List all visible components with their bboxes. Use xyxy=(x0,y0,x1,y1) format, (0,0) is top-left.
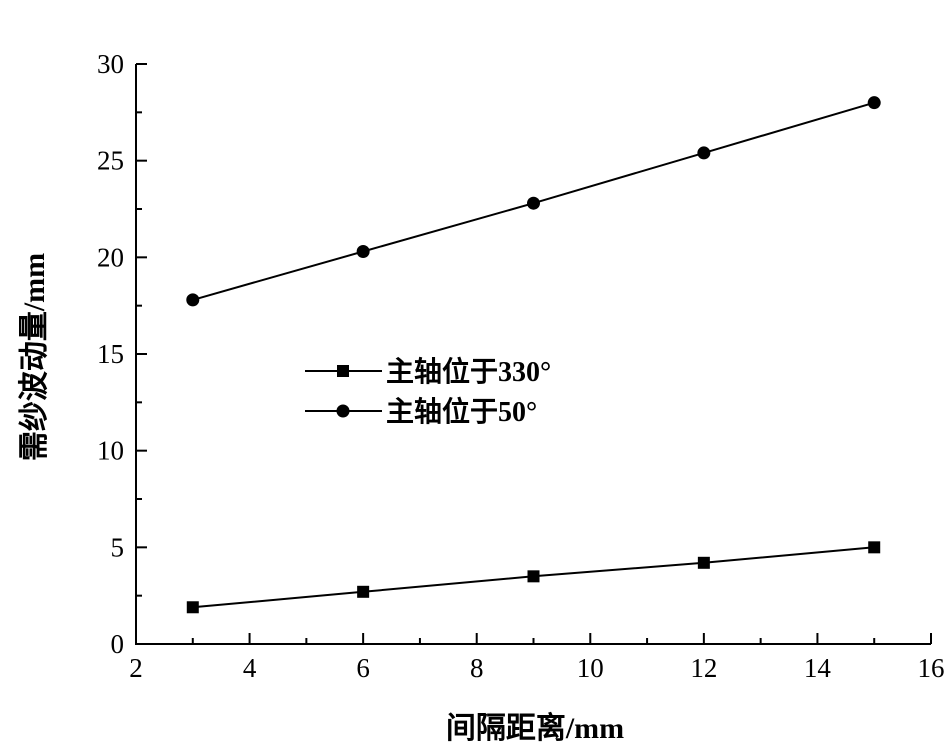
data-point xyxy=(186,601,199,614)
data-point xyxy=(527,196,540,210)
series-1 xyxy=(186,541,881,614)
ticks: 2 4 6 8 10 12 14 16 0 5 10 15 20 25 30 xyxy=(97,49,945,683)
data-point xyxy=(357,585,370,598)
data-point xyxy=(356,245,370,259)
x-tick-label: 14 xyxy=(804,653,832,683)
y-tick-label: 30 xyxy=(97,49,124,79)
data-point xyxy=(867,96,881,110)
legend-item: 主轴位于50° xyxy=(305,395,537,428)
y-axis-title: 需纱波动量/mm xyxy=(18,253,51,461)
x-tick-label: 12 xyxy=(690,653,717,683)
x-tick-label: 8 xyxy=(470,653,484,683)
legend: 主轴位于330° 主轴位于50° xyxy=(305,355,551,428)
y-tick-label: 15 xyxy=(97,339,124,369)
y-tick-label: 25 xyxy=(97,146,124,176)
data-point xyxy=(186,293,200,307)
x-tick-label: 6 xyxy=(356,653,370,683)
legend-item: 主轴位于330° xyxy=(305,355,551,388)
y-tick-label: 5 xyxy=(111,532,125,562)
y-tick-label: 10 xyxy=(97,436,124,466)
axes xyxy=(135,64,931,645)
x-axis-title: 间隔距离/mm xyxy=(446,712,624,745)
data-point xyxy=(527,570,540,583)
data-point xyxy=(868,541,881,554)
legend-label: 主轴位于50° xyxy=(386,395,537,428)
y-tick-label: 0 xyxy=(111,629,125,659)
x-tick-label: 10 xyxy=(577,653,604,683)
legend-label: 主轴位于330° xyxy=(386,355,551,388)
data-point xyxy=(697,146,711,160)
series-2 xyxy=(186,96,881,307)
series-layer xyxy=(186,96,881,614)
legend-marker xyxy=(337,365,349,377)
x-tick-label: 4 xyxy=(243,653,257,683)
x-tick-label: 16 xyxy=(918,653,945,683)
x-tick-label: 2 xyxy=(129,653,143,683)
legend-marker xyxy=(336,404,350,418)
y-tick-label: 20 xyxy=(97,242,124,272)
data-point xyxy=(697,556,710,569)
